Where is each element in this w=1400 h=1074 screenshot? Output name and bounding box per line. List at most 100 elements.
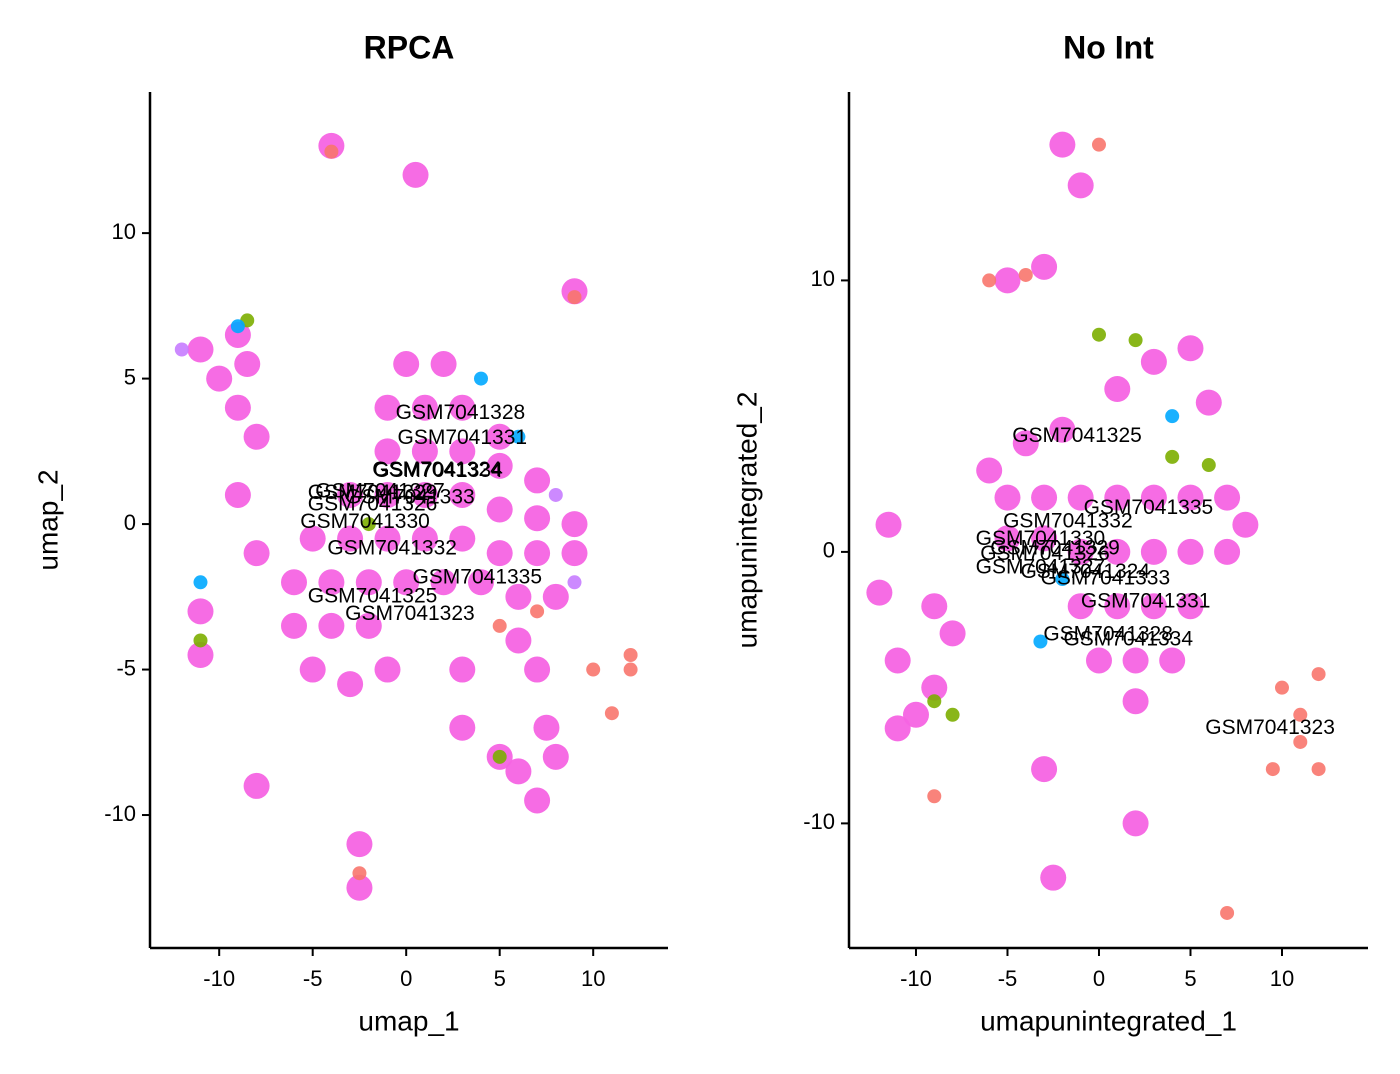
point xyxy=(486,452,513,479)
x-tick-label: 10 xyxy=(581,966,605,991)
y-axis-title: umap_2 xyxy=(32,469,63,570)
point xyxy=(492,618,507,633)
point xyxy=(927,789,942,804)
point xyxy=(318,612,345,639)
point xyxy=(1031,484,1058,511)
chart-title: No Int xyxy=(1063,29,1154,65)
cluster-label: GSM7041334 xyxy=(1063,628,1193,651)
point xyxy=(1031,756,1058,783)
point xyxy=(318,569,345,596)
point xyxy=(505,758,532,785)
point xyxy=(1140,593,1167,620)
point xyxy=(884,715,911,742)
point xyxy=(875,511,902,538)
point xyxy=(449,714,476,741)
cluster-label: GSM7041324 xyxy=(1020,560,1150,583)
point xyxy=(346,831,373,858)
point xyxy=(976,457,1003,484)
point xyxy=(467,569,494,596)
cluster-label: GSM7041327 xyxy=(976,556,1106,579)
cluster-label: GSM7041328 xyxy=(1043,622,1173,645)
x-tick-label: -10 xyxy=(900,966,932,991)
point xyxy=(1201,458,1216,473)
point xyxy=(411,481,438,508)
point xyxy=(1104,376,1131,403)
point xyxy=(945,707,960,722)
point xyxy=(982,273,997,288)
cluster-label: GSM7041326 xyxy=(308,493,438,516)
point xyxy=(1018,267,1033,282)
cluster-label: GSM7041324 xyxy=(372,458,502,481)
point xyxy=(374,656,401,683)
point xyxy=(337,481,364,508)
point xyxy=(548,487,563,502)
x-tick-label: 10 xyxy=(1270,966,1294,991)
point xyxy=(1140,484,1167,511)
point xyxy=(224,394,251,421)
cluster-label: GSM7041327 xyxy=(315,480,445,503)
point xyxy=(1128,333,1143,348)
point xyxy=(1214,538,1241,565)
point xyxy=(230,319,245,334)
point xyxy=(1085,647,1112,674)
point xyxy=(1293,734,1308,749)
point xyxy=(449,656,476,683)
x-tick-label: -10 xyxy=(203,966,235,991)
points xyxy=(174,132,638,901)
point xyxy=(524,656,551,683)
x-axis-title: umapunintegrated_1 xyxy=(980,1005,1237,1036)
point xyxy=(449,394,476,421)
cluster-label: GSM7041330 xyxy=(976,527,1106,550)
point xyxy=(1311,667,1326,682)
cluster-label: GSM7041332 xyxy=(327,536,457,559)
point xyxy=(1049,416,1076,443)
point xyxy=(486,423,513,450)
point xyxy=(1067,172,1094,199)
point xyxy=(902,701,929,728)
cluster-label: GSM7041325 xyxy=(308,584,438,607)
point xyxy=(623,662,638,677)
chart-title: RPCA xyxy=(364,29,455,65)
point xyxy=(243,423,270,450)
point xyxy=(994,525,1021,552)
point xyxy=(1122,647,1149,674)
cluster-label: GSM7041335 xyxy=(412,565,542,588)
point xyxy=(374,438,401,465)
point xyxy=(921,593,948,620)
point xyxy=(411,394,438,421)
x-axis-title: umap_1 xyxy=(358,1005,459,1036)
point xyxy=(280,612,307,639)
x-tick-label: 5 xyxy=(494,966,506,991)
cluster-label: GSM7041331 xyxy=(397,426,527,449)
point xyxy=(299,525,326,552)
cluster-label: GSM7041328 xyxy=(396,401,526,424)
panel: RPCA -10 -5 0 5 10 -10 -5 0 5 10 umap_1 umap_2 GSM704… xyxy=(32,29,668,1036)
point xyxy=(1293,707,1308,722)
point xyxy=(1140,538,1167,565)
point xyxy=(193,575,208,590)
cluster-label: GSM7041326 xyxy=(980,542,1110,565)
y-tick-label: 0 xyxy=(823,538,835,563)
y-tick-label: -10 xyxy=(803,809,835,834)
point xyxy=(524,540,551,567)
point xyxy=(927,694,942,709)
point xyxy=(1067,538,1094,565)
x-tick-label: 0 xyxy=(1093,966,1105,991)
x-tick-label: 5 xyxy=(1184,966,1196,991)
point xyxy=(623,648,638,663)
point xyxy=(411,438,438,465)
point xyxy=(449,525,476,552)
cluster-label: GSM7041333 xyxy=(345,485,475,508)
point xyxy=(1067,484,1094,511)
point xyxy=(994,267,1021,294)
cluster-label: GSM7041329 xyxy=(308,481,438,504)
point xyxy=(567,575,582,590)
point xyxy=(542,743,569,770)
point xyxy=(561,540,588,567)
point xyxy=(206,365,233,392)
point xyxy=(1140,348,1167,375)
point xyxy=(449,481,476,508)
panel: No Int -10 -5 0 5 10 -10 0 10 umapunintegrated_1 u… xyxy=(731,29,1368,1036)
y-tick-label: 10 xyxy=(112,219,136,244)
